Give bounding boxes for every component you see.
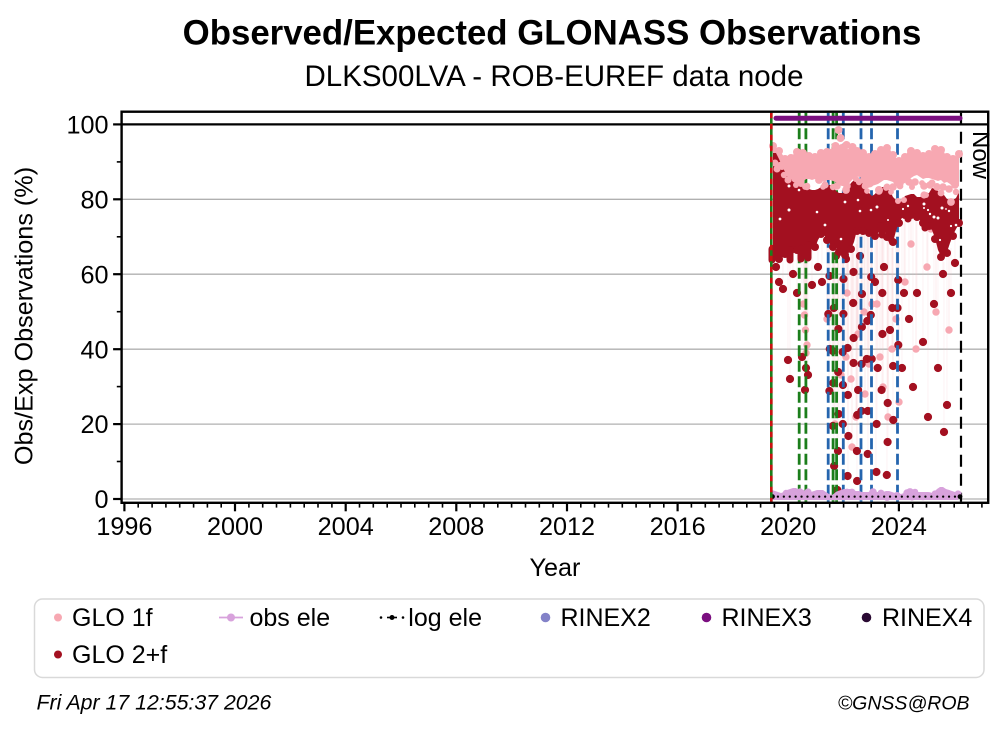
svg-text:RINEX3: RINEX3 [722,604,812,632]
svg-text:©GNSS@ROB: ©GNSS@ROB [838,693,970,715]
svg-text:2024: 2024 [871,513,927,541]
svg-text:1996: 1996 [96,513,152,541]
svg-text:2000: 2000 [207,513,263,541]
svg-text:GLO 2+f: GLO 2+f [72,641,167,669]
svg-text:2020: 2020 [760,513,816,541]
svg-text:Observed/Expected GLONASS Obse: Observed/Expected GLONASS Observations [183,14,922,53]
svg-text:Now: Now [967,131,994,180]
svg-text:GLO 1f: GLO 1f [72,604,153,632]
svg-text:2004: 2004 [318,513,374,541]
svg-text:Fri Apr 17 12:55:37 2026: Fri Apr 17 12:55:37 2026 [37,691,272,715]
svg-text:2016: 2016 [650,513,706,541]
svg-text:20: 20 [80,411,108,439]
svg-text:100: 100 [66,112,108,140]
svg-text:0: 0 [94,486,108,514]
svg-text:log ele: log ele [408,604,482,632]
svg-text:80: 80 [80,186,108,214]
svg-text:obs ele: obs ele [250,604,331,632]
svg-text:Obs/Exp Observations (%): Obs/Exp Observations (%) [11,167,39,465]
svg-text:2012: 2012 [539,513,595,541]
svg-text:60: 60 [80,261,108,289]
svg-text:DLKS00LVA - ROB-EUREF data nod: DLKS00LVA - ROB-EUREF data node [304,60,803,93]
svg-text:RINEX4: RINEX4 [882,604,972,632]
svg-text:2008: 2008 [428,513,484,541]
svg-text:RINEX2: RINEX2 [561,604,651,632]
svg-text:Year: Year [530,554,581,582]
svg-text:40: 40 [80,336,108,364]
